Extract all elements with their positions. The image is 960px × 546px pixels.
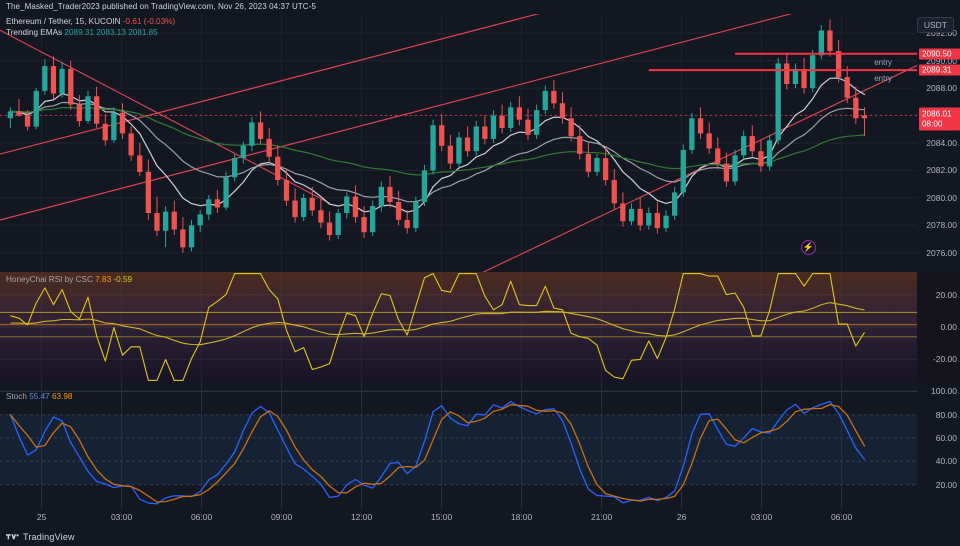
tradingview-brand: TradingView	[23, 532, 75, 542]
lightning-icon[interactable]: ⚡	[801, 240, 816, 256]
main-price-pane[interactable]	[0, 14, 917, 272]
stoch-tick: 100.00	[931, 386, 957, 397]
time-tick: 25	[36, 512, 47, 522]
footer-bar: TradingView	[0, 528, 960, 546]
rsi-tick: -20.00	[932, 354, 957, 365]
stoch-tick: 80.00	[935, 409, 957, 420]
price-tick: 2092.00	[926, 28, 957, 39]
stoch-tick: 20.00	[935, 479, 957, 490]
time-tick: 03:00	[750, 512, 773, 522]
price-tick: 2076.00	[926, 247, 957, 258]
stoch-pane[interactable]	[0, 382, 917, 508]
time-tick: 26	[676, 512, 687, 522]
time-tick: 09:00	[270, 512, 293, 522]
tradingview-logo-icon	[6, 533, 19, 539]
price-scale-rsi[interactable]: 20.00 0.00 -20.00	[917, 272, 960, 382]
entry-label-2: entry	[874, 74, 892, 84]
rsi-tick: 20.00	[935, 289, 957, 300]
current-price-time: 08:00	[922, 119, 943, 129]
time-tick: 06:00	[830, 512, 853, 522]
publish-bar: The_Masked_Trader2023 published on Tradi…	[0, 0, 960, 14]
price-tick: 2084.00	[926, 138, 957, 148]
price-tick: 2082.00	[926, 165, 957, 176]
price-tick: 2078.00	[926, 220, 957, 231]
entry-price-badge: 2090.50	[919, 48, 960, 60]
time-tick: 12:00	[350, 512, 373, 522]
time-tick: 18:00	[510, 512, 533, 522]
price-scale-stoch[interactable]: 100.00 80.00 60.00 40.00 20.00	[917, 382, 960, 508]
rsi-tick: 0.00	[940, 322, 957, 332]
price-scale-main[interactable]: 2092.002090.002088.002086.002084.002082.…	[917, 14, 960, 272]
current-price-badge: 2086.01 08:00	[919, 107, 960, 131]
price-tick: 2080.00	[926, 192, 957, 203]
stoch-tick: 60.00	[935, 433, 957, 443]
time-tick: 15:00	[430, 512, 453, 522]
stoch-tick: 40.00	[935, 456, 957, 467]
time-tick: 03:00	[110, 512, 133, 522]
rsi-pane[interactable]	[0, 272, 917, 382]
time-tick: 21:00	[590, 512, 613, 522]
entry-price-badge: 2089.31	[919, 64, 960, 76]
currency-badge: USDT	[916, 17, 954, 33]
price-tick: 2088.00	[926, 83, 957, 94]
current-price-value: 2086.01	[922, 109, 952, 119]
time-axis[interactable]: 25 03:00 06:00 09:00 12:00 15:00 18:00 21:00 26 0…	[0, 508, 960, 528]
entry-label-1: entry	[874, 57, 892, 67]
price-tick: 2090.00	[926, 55, 957, 66]
time-tick: 06:00	[190, 512, 213, 522]
